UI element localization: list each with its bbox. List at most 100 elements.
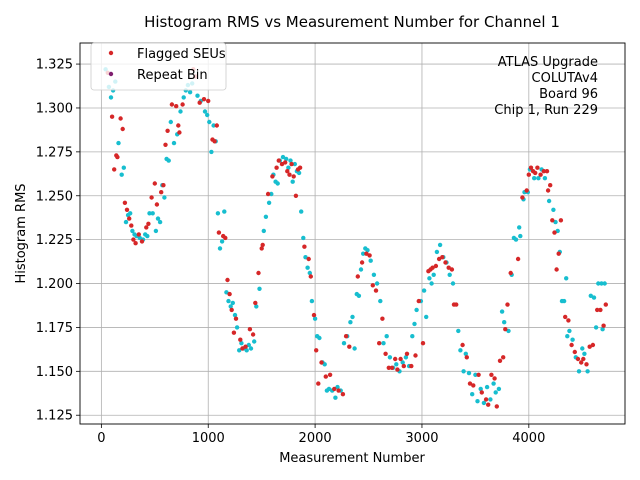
y-tick-label: 1.125 xyxy=(36,409,73,424)
point-measurement xyxy=(481,400,487,406)
point-flagged-seus xyxy=(554,267,559,272)
point-flagged-seus xyxy=(231,330,237,335)
legend-box xyxy=(90,42,227,91)
point-measurement xyxy=(305,265,310,270)
point-flagged-seus xyxy=(227,291,232,297)
point-flagged-seus xyxy=(497,358,503,363)
point-measurement xyxy=(130,228,135,234)
point-measurement xyxy=(215,211,221,216)
point-measurement xyxy=(301,235,306,241)
point-flagged-seus xyxy=(163,142,168,147)
annotation-line-2: COLUTAv4 xyxy=(532,71,598,86)
point-flagged-seus xyxy=(136,232,141,237)
point-measurement xyxy=(257,286,262,291)
point-flagged-seus xyxy=(520,195,525,200)
point-flagged-seus xyxy=(389,365,395,370)
point-measurement xyxy=(602,281,607,286)
point-flagged-seus xyxy=(471,383,476,388)
point-measurement xyxy=(322,362,327,367)
point-measurement xyxy=(299,209,304,214)
point-measurement xyxy=(202,109,208,114)
point-measurement xyxy=(576,369,582,374)
point-measurement xyxy=(365,248,370,253)
point-flagged-seus xyxy=(503,327,508,332)
point-measurement xyxy=(470,392,475,397)
y-tick-label: 1.200 xyxy=(36,277,73,292)
point-measurement xyxy=(551,207,556,212)
x-tick-label: 1000 xyxy=(192,431,225,446)
point-flagged-seus xyxy=(112,167,117,172)
point-flagged-seus xyxy=(343,334,349,339)
point-measurement xyxy=(296,170,302,176)
x-axis-ticks: 0 1000 2000 3000 4000 xyxy=(97,424,545,446)
point-measurement xyxy=(434,249,440,255)
y-tick-label: 1.300 xyxy=(36,101,73,116)
point-flagged-seus xyxy=(274,165,279,170)
point-measurement xyxy=(580,346,585,351)
point-flagged-seus xyxy=(572,349,577,355)
annotation-line-1: ATLAS Upgrade xyxy=(498,55,598,70)
x-tick-label: 0 xyxy=(97,431,105,446)
point-measurement xyxy=(178,109,183,114)
legend: Flagged SEUs Repeat Bin xyxy=(90,42,227,91)
point-measurement xyxy=(116,140,121,146)
point-measurement xyxy=(496,386,502,392)
point-measurement xyxy=(599,281,604,286)
point-measurement xyxy=(232,312,238,318)
point-measurement xyxy=(217,246,223,251)
point-measurement xyxy=(458,348,463,353)
point-measurement xyxy=(303,255,308,260)
point-measurement xyxy=(261,228,266,234)
point-measurement xyxy=(387,355,393,360)
point-measurement xyxy=(484,384,490,390)
point-flagged-seus xyxy=(446,265,451,270)
y-tick-label: 1.275 xyxy=(36,145,73,160)
point-flagged-seus xyxy=(552,230,557,235)
point-flagged-seus xyxy=(601,323,606,328)
point-flagged-seus xyxy=(526,172,531,177)
plot-area-frame xyxy=(79,42,626,425)
point-flagged-seus xyxy=(460,342,465,348)
point-flagged-seus xyxy=(581,356,586,362)
point-measurement xyxy=(466,370,472,376)
point-flagged-seus xyxy=(139,239,145,244)
point-measurement xyxy=(358,267,364,272)
point-flagged-seus xyxy=(401,363,406,369)
point-measurement xyxy=(348,320,353,325)
point-measurement xyxy=(239,341,244,346)
point-measurement xyxy=(564,276,569,281)
point-flagged-seus xyxy=(538,172,543,177)
point-flagged-seus xyxy=(395,367,400,372)
point-measurement xyxy=(150,211,155,216)
point-measurement xyxy=(157,219,163,225)
point-flagged-seus xyxy=(146,221,151,226)
point-measurement xyxy=(570,337,575,342)
point-measurement xyxy=(108,95,114,100)
point-measurement xyxy=(412,321,417,327)
point-flagged-seus xyxy=(129,223,134,228)
point-measurement xyxy=(187,90,193,95)
point-measurement xyxy=(513,237,519,242)
point-flagged-seus xyxy=(380,316,385,321)
point-measurement xyxy=(488,397,493,402)
point-flagged-seus xyxy=(115,154,120,160)
y-tick-label: 1.175 xyxy=(36,321,73,336)
point-flagged-seus xyxy=(579,360,584,365)
x-tick-label: 4000 xyxy=(512,431,545,446)
legend-marker-flagged-seus xyxy=(108,50,114,56)
point-flagged-seus xyxy=(253,300,258,306)
point-measurement xyxy=(384,334,389,339)
point-flagged-seus xyxy=(314,348,319,353)
point-measurement xyxy=(536,176,541,181)
point-measurement xyxy=(226,298,231,304)
point-measurement xyxy=(502,320,507,325)
point-measurement xyxy=(352,346,357,351)
point-measurement xyxy=(596,281,601,286)
point-flagged-seus xyxy=(464,355,469,360)
point-measurement xyxy=(224,290,229,295)
point-measurement xyxy=(518,233,523,239)
point-measurement xyxy=(475,399,480,404)
point-measurement xyxy=(263,214,269,219)
point-measurement xyxy=(414,307,419,313)
point-measurement xyxy=(266,200,272,205)
